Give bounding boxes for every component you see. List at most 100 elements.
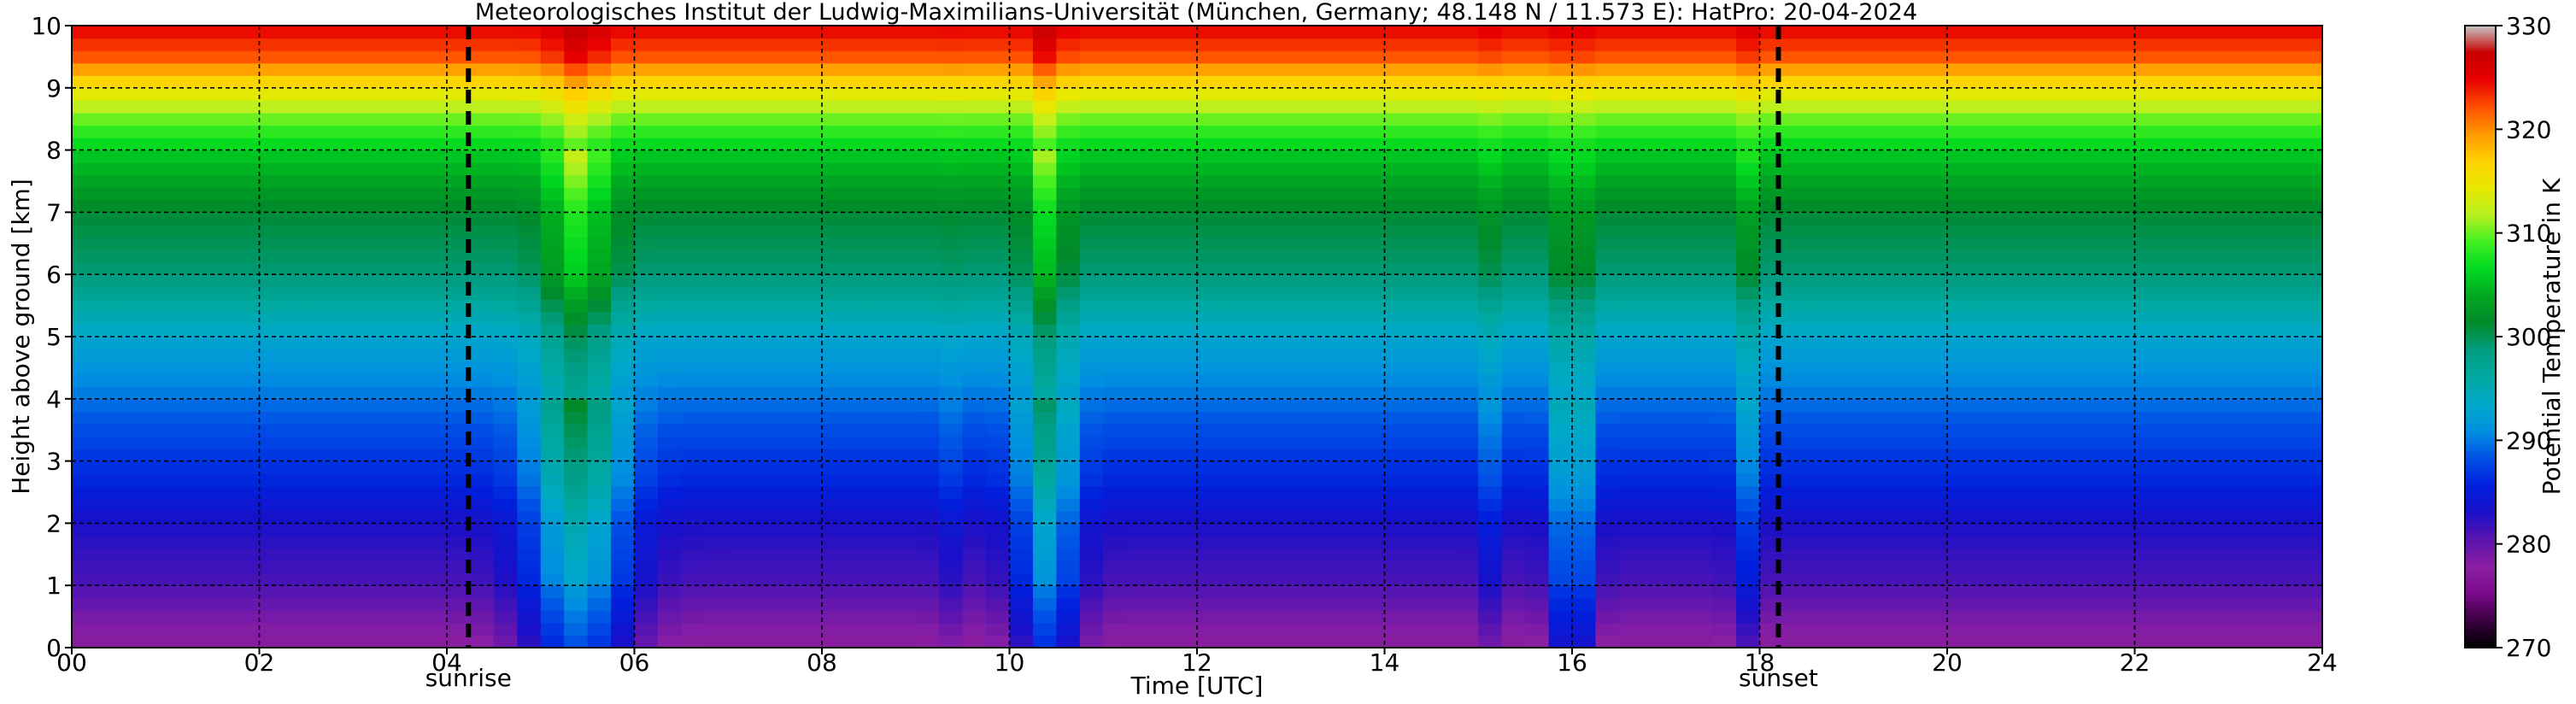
heatmap-cell xyxy=(1126,237,1151,250)
heatmap-cell xyxy=(1689,249,1714,263)
heatmap-cell xyxy=(2181,112,2206,126)
heatmap-cell xyxy=(587,622,612,637)
heatmap-cell xyxy=(2040,26,2065,39)
heatmap-cell xyxy=(1197,311,1222,326)
heatmap-cell xyxy=(259,199,284,213)
heatmap-cell xyxy=(1689,112,1714,126)
heatmap-cell xyxy=(751,138,776,151)
heatmap-cell xyxy=(2111,224,2136,238)
heatmap-cell xyxy=(2134,224,2159,238)
heatmap-cell xyxy=(845,87,870,101)
heatmap-cell xyxy=(1009,187,1034,201)
heatmap-cell xyxy=(1853,523,1878,537)
x-tick-label: 12 xyxy=(1182,648,1212,677)
heatmap-cell xyxy=(165,597,190,611)
heatmap-cell xyxy=(1993,50,2018,64)
heatmap-cell xyxy=(2134,324,2159,337)
heatmap-cell xyxy=(1923,560,1948,574)
heatmap-cell xyxy=(353,162,378,176)
heatmap-cell xyxy=(1337,125,1362,138)
heatmap-cell xyxy=(868,622,893,637)
heatmap-cell xyxy=(1431,398,1456,412)
heatmap-cell xyxy=(1782,498,1807,512)
heatmap-cell xyxy=(118,398,143,412)
heatmap-cell xyxy=(1736,473,1761,487)
heatmap-cell xyxy=(2064,361,2089,375)
heatmap-cell xyxy=(1618,585,1643,599)
heatmap-cell xyxy=(376,50,401,64)
heatmap-cell xyxy=(423,311,448,326)
heatmap-cell xyxy=(2134,26,2159,39)
heatmap-cell xyxy=(1126,635,1151,648)
heatmap-cell xyxy=(306,361,331,375)
heatmap-cell xyxy=(2228,461,2253,474)
heatmap-cell xyxy=(2087,261,2112,275)
heatmap-cell xyxy=(1337,286,1362,300)
heatmap-cell xyxy=(1454,112,1479,126)
heatmap-cell xyxy=(1548,423,1573,437)
heatmap-cell xyxy=(189,311,214,326)
heatmap-cell xyxy=(2134,138,2159,151)
heatmap-cell xyxy=(2204,187,2229,201)
heatmap-cell xyxy=(634,622,659,637)
heatmap-cell xyxy=(1314,535,1339,549)
heatmap-cell xyxy=(1853,560,1878,574)
heatmap-cell xyxy=(95,535,120,549)
heatmap-cell xyxy=(142,373,167,387)
heatmap-cell xyxy=(587,224,612,238)
heatmap-column xyxy=(845,26,870,648)
heatmap-cell xyxy=(915,572,940,586)
heatmap-cell xyxy=(634,597,659,611)
heatmap-cell xyxy=(1689,597,1714,611)
heatmap-cell xyxy=(2251,26,2276,39)
heatmap-cell xyxy=(2040,62,2065,76)
heatmap-cell xyxy=(447,224,472,238)
heatmap-cell xyxy=(212,274,237,288)
heatmap-cell xyxy=(986,224,1011,238)
heatmap-cell xyxy=(822,100,847,114)
heatmap-cell xyxy=(986,138,1011,151)
heatmap-cell xyxy=(1876,324,1901,337)
heatmap-cell xyxy=(2157,261,2182,275)
heatmap-cell xyxy=(962,449,987,462)
heatmap-cell xyxy=(611,398,636,412)
heatmap-cell xyxy=(1993,199,2018,213)
heatmap-cell xyxy=(72,249,97,263)
heatmap-cell xyxy=(1126,585,1151,599)
heatmap-cell xyxy=(1829,548,1854,561)
heatmap-cell xyxy=(306,622,331,637)
heatmap-cell xyxy=(259,286,284,300)
heatmap-cell xyxy=(1126,398,1151,412)
heatmap-cell xyxy=(1197,199,1222,213)
heatmap-cell xyxy=(704,286,729,300)
heatmap-cell xyxy=(1197,26,1222,39)
heatmap-cell xyxy=(564,249,589,263)
heatmap-cell xyxy=(1290,585,1315,599)
heatmap-cell xyxy=(72,535,97,549)
heatmap-cell xyxy=(1314,485,1339,499)
heatmap-cell xyxy=(962,361,987,375)
heatmap-cell xyxy=(1618,535,1643,549)
heatmap-cell xyxy=(728,212,753,226)
heatmap-cell xyxy=(540,622,565,637)
heatmap-cell xyxy=(1853,125,1878,138)
heatmap-cell xyxy=(986,411,1011,425)
heatmap-cell xyxy=(1829,62,1854,76)
heatmap-cell xyxy=(728,585,753,599)
heatmap-cell xyxy=(1267,572,1292,586)
heatmap-cell xyxy=(1853,349,1878,362)
heatmap-cell xyxy=(564,523,589,537)
heatmap-cell xyxy=(282,249,307,263)
heatmap-cell xyxy=(1314,498,1339,512)
heatmap-cell xyxy=(540,138,565,151)
y-tick-label: 5 xyxy=(46,323,62,351)
heatmap-cell xyxy=(587,423,612,437)
heatmap-cell xyxy=(1032,411,1057,425)
heatmap-cell xyxy=(493,535,518,549)
heatmap-cell xyxy=(1947,38,1972,51)
heatmap-cell xyxy=(868,100,893,114)
heatmap-cell xyxy=(611,62,636,76)
heatmap-cell xyxy=(1595,349,1620,362)
heatmap-cell xyxy=(376,125,401,138)
heatmap-cell xyxy=(1782,125,1807,138)
